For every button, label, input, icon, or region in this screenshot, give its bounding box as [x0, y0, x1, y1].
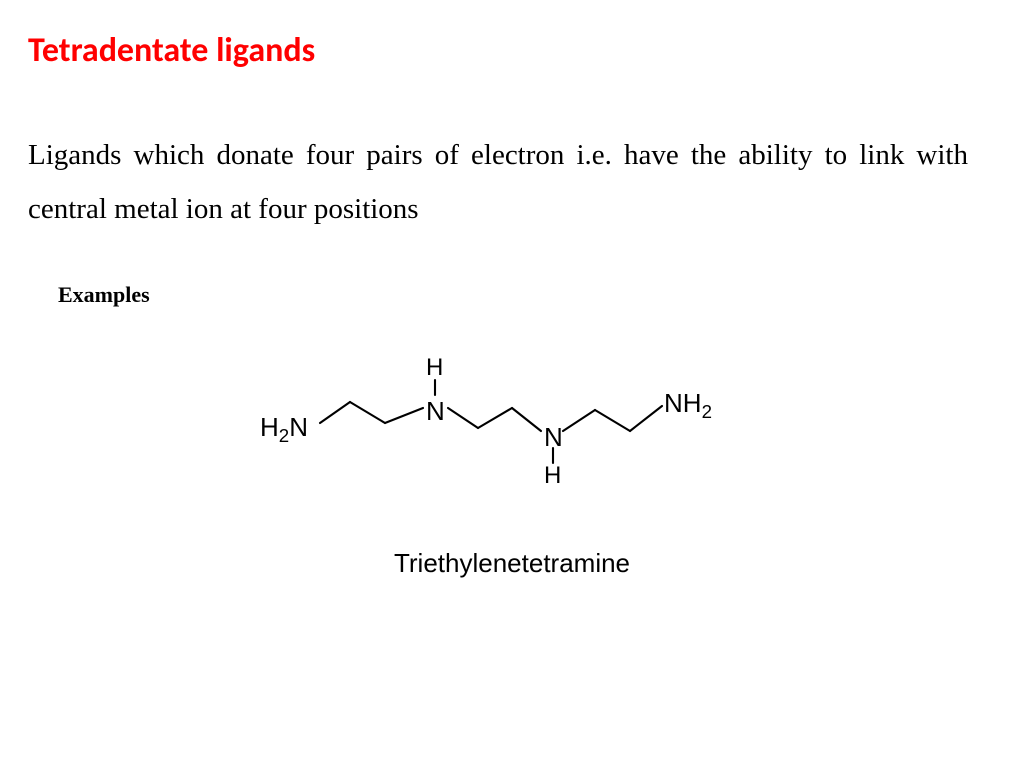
atom-h2n_left: H2N: [260, 412, 308, 443]
atom-nh2_right: NH2: [664, 388, 712, 419]
bond-lines: [250, 340, 770, 510]
atom-n_mid_left: N: [426, 396, 445, 427]
atom-h_top: H: [426, 354, 443, 382]
chemical-structure: H2NNHNHNH2: [250, 340, 770, 510]
atom-n_mid_right: N: [544, 422, 563, 453]
structure-caption: Triethylenetetramine: [0, 548, 1024, 579]
examples-label: Examples: [58, 282, 996, 308]
page-title: Tetradentate ligands: [28, 30, 996, 71]
slide: Tetradentate ligands Ligands which donat…: [0, 0, 1024, 768]
definition-text: Ligands which donate four pairs of elect…: [28, 129, 968, 236]
atom-h_bottom: H: [544, 462, 561, 490]
